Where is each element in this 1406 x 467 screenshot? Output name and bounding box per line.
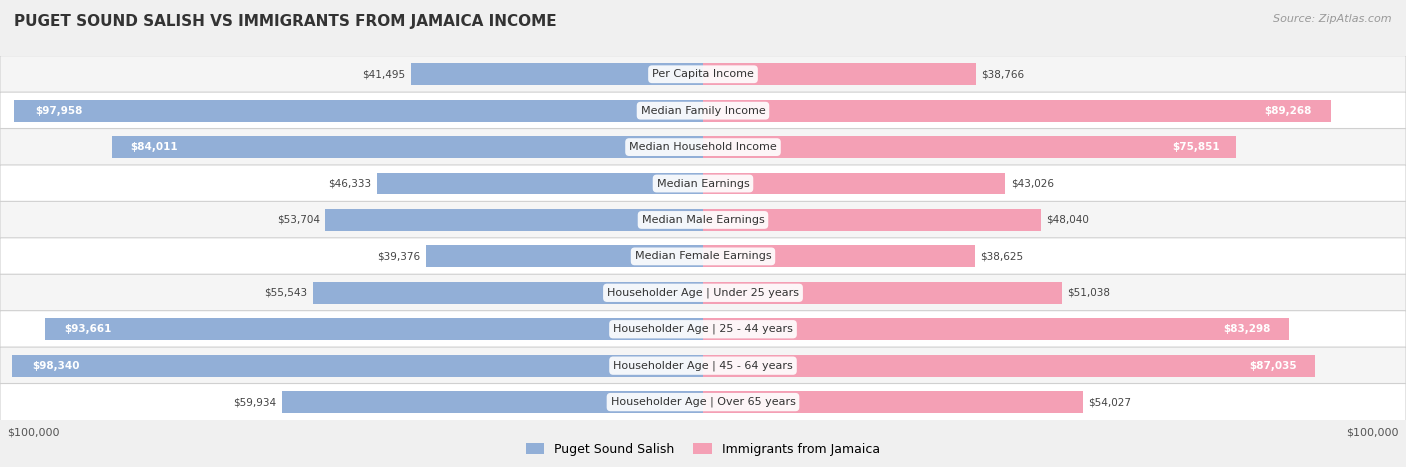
Text: $83,298: $83,298: [1223, 324, 1271, 334]
Bar: [703, 64, 976, 85]
Text: $46,333: $46,333: [329, 178, 371, 189]
Text: $97,958: $97,958: [35, 106, 83, 116]
Text: $98,340: $98,340: [32, 361, 80, 371]
FancyBboxPatch shape: [0, 347, 1406, 384]
Bar: [703, 100, 1330, 121]
Text: $38,625: $38,625: [980, 251, 1024, 262]
Text: Median Family Income: Median Family Income: [641, 106, 765, 116]
Bar: [703, 282, 1062, 304]
Text: $51,038: $51,038: [1067, 288, 1111, 298]
Text: $43,026: $43,026: [1011, 178, 1054, 189]
FancyBboxPatch shape: [0, 238, 1406, 275]
Bar: [281, 391, 703, 413]
Legend: Puget Sound Salish, Immigrants from Jamaica: Puget Sound Salish, Immigrants from Jama…: [520, 438, 886, 461]
Bar: [426, 246, 703, 267]
FancyBboxPatch shape: [0, 201, 1406, 239]
Bar: [703, 173, 1005, 194]
Text: Median Male Earnings: Median Male Earnings: [641, 215, 765, 225]
Bar: [703, 209, 1040, 231]
Bar: [703, 136, 1236, 158]
Text: $84,011: $84,011: [131, 142, 177, 152]
Text: $48,040: $48,040: [1046, 215, 1090, 225]
Text: $87,035: $87,035: [1249, 361, 1296, 371]
Bar: [703, 391, 1083, 413]
Text: $55,543: $55,543: [264, 288, 307, 298]
FancyBboxPatch shape: [0, 128, 1406, 166]
Text: Source: ZipAtlas.com: Source: ZipAtlas.com: [1274, 14, 1392, 24]
Bar: [14, 100, 703, 121]
FancyBboxPatch shape: [0, 311, 1406, 348]
Text: $54,027: $54,027: [1088, 397, 1132, 407]
Text: $75,851: $75,851: [1173, 142, 1220, 152]
Text: $59,934: $59,934: [233, 397, 276, 407]
Text: $38,766: $38,766: [981, 69, 1025, 79]
Text: $41,495: $41,495: [363, 69, 406, 79]
Text: Householder Age | 45 - 64 years: Householder Age | 45 - 64 years: [613, 361, 793, 371]
Bar: [703, 318, 1288, 340]
Text: $93,661: $93,661: [65, 324, 111, 334]
FancyBboxPatch shape: [0, 56, 1406, 93]
Text: $39,376: $39,376: [377, 251, 420, 262]
FancyBboxPatch shape: [0, 383, 1406, 421]
FancyBboxPatch shape: [0, 92, 1406, 129]
Bar: [377, 173, 703, 194]
Text: Householder Age | Over 65 years: Householder Age | Over 65 years: [610, 397, 796, 407]
Bar: [703, 355, 1315, 376]
Text: $53,704: $53,704: [277, 215, 319, 225]
Bar: [45, 318, 703, 340]
Bar: [703, 246, 974, 267]
Text: $100,000: $100,000: [7, 427, 59, 437]
Text: Per Capita Income: Per Capita Income: [652, 69, 754, 79]
Bar: [11, 355, 703, 376]
Text: Householder Age | 25 - 44 years: Householder Age | 25 - 44 years: [613, 324, 793, 334]
Text: PUGET SOUND SALISH VS IMMIGRANTS FROM JAMAICA INCOME: PUGET SOUND SALISH VS IMMIGRANTS FROM JA…: [14, 14, 557, 29]
FancyBboxPatch shape: [0, 165, 1406, 202]
Text: $100,000: $100,000: [1347, 427, 1399, 437]
Bar: [112, 136, 703, 158]
Text: $89,268: $89,268: [1264, 106, 1312, 116]
Bar: [325, 209, 703, 231]
Text: Householder Age | Under 25 years: Householder Age | Under 25 years: [607, 288, 799, 298]
Bar: [412, 64, 703, 85]
Text: Median Household Income: Median Household Income: [628, 142, 778, 152]
Bar: [312, 282, 703, 304]
Text: Median Female Earnings: Median Female Earnings: [634, 251, 772, 262]
FancyBboxPatch shape: [0, 274, 1406, 311]
Text: Median Earnings: Median Earnings: [657, 178, 749, 189]
